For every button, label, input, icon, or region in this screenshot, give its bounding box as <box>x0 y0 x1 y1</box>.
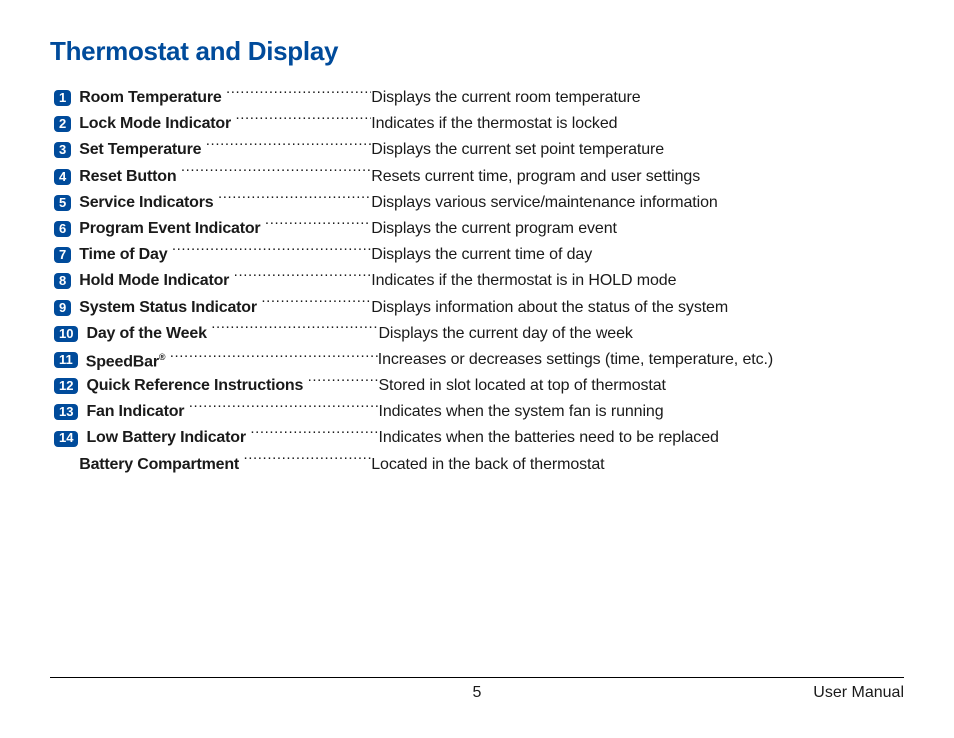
label-leader-wrap: Reset Button <box>79 164 371 190</box>
callout-badge: 2 <box>54 116 71 132</box>
feature-label: Hold Mode Indicator <box>79 268 229 294</box>
label-leader-wrap: SpeedBar® <box>86 344 378 376</box>
feature-description: Resets current time, program and user se… <box>371 164 700 190</box>
doc-title: User Manual <box>622 684 904 702</box>
dot-leader <box>181 166 371 181</box>
label-leader-wrap: Time of Day <box>79 242 371 268</box>
label-leader-wrap: Service Indicators <box>79 190 371 216</box>
label-leader-wrap: System Status Indicator <box>79 295 371 321</box>
feature-row: 2 Lock Mode Indicator Indicates if the th… <box>54 111 904 137</box>
feature-row: 4 Reset Button Resets current time, progr… <box>54 164 904 190</box>
feature-description: Displays the current room temperature <box>371 85 640 111</box>
feature-row: 1 Room Temperature Displays the current r… <box>54 85 904 111</box>
feature-label: Battery Compartment <box>79 452 239 478</box>
feature-description: Displays the current day of the week <box>378 321 632 347</box>
feature-row: 13 Fan Indicator Indicates when the syste… <box>54 399 904 425</box>
feature-label: Quick Reference Instructions <box>86 373 303 399</box>
dot-leader <box>206 139 371 154</box>
label-leader-wrap: Hold Mode Indicator <box>79 268 371 294</box>
feature-label: Time of Day <box>79 242 167 268</box>
feature-list: 1 Room Temperature Displays the current r… <box>54 85 904 478</box>
feature-row: 8 Hold Mode Indicator Indicates if the th… <box>54 268 904 294</box>
feature-row: 3 Set Temperature Displays the current se… <box>54 137 904 163</box>
label-leader-wrap: Room Temperature <box>79 85 371 111</box>
label-leader-wrap: Lock Mode Indicator <box>79 111 371 137</box>
section-title: Thermostat and Display <box>50 36 904 67</box>
feature-description: Displays the current time of day <box>371 242 592 268</box>
callout-badge: 3 <box>54 142 71 158</box>
dot-leader <box>235 113 371 128</box>
dot-leader <box>189 401 379 416</box>
feature-description: Increases or decreases settings (time, t… <box>378 347 773 373</box>
feature-description: Stored in slot located at top of thermos… <box>378 373 665 399</box>
feature-description: Indicates when the batteries need to be … <box>378 425 718 451</box>
feature-label: Lock Mode Indicator <box>79 111 231 137</box>
feature-row: 6 Program Event Indicator Displays the cu… <box>54 216 904 242</box>
feature-description: Displays the current program event <box>371 216 617 242</box>
feature-row: 0Battery Compartment Located in the back… <box>54 452 904 478</box>
feature-label: Low Battery Indicator <box>86 425 245 451</box>
feature-label: Fan Indicator <box>86 399 184 425</box>
footer-rule <box>50 677 904 678</box>
feature-row: 7 Time of Day Displays the current time o… <box>54 242 904 268</box>
feature-label: Day of the Week <box>86 321 206 347</box>
dot-leader <box>226 87 371 102</box>
feature-row: 11 SpeedBar® Increases or decreases setti… <box>54 347 904 373</box>
label-leader-wrap: Quick Reference Instructions <box>86 373 378 399</box>
feature-row: 12 Quick Reference Instructions Stored in… <box>54 373 904 399</box>
label-leader-wrap: Battery Compartment <box>79 452 371 478</box>
dot-leader <box>308 375 379 390</box>
dot-leader <box>211 323 378 338</box>
feature-label: Service Indicators <box>79 190 213 216</box>
callout-badge: 1 <box>54 90 71 106</box>
dot-leader <box>243 454 371 469</box>
feature-description: Indicates if the thermostat is locked <box>371 111 617 137</box>
feature-description: Displays the current set point temperatu… <box>371 137 664 163</box>
feature-label: Room Temperature <box>79 85 221 111</box>
label-leader-wrap: Low Battery Indicator <box>86 425 378 451</box>
callout-badge: 12 <box>54 378 78 394</box>
dot-leader <box>261 297 371 312</box>
page-number: 5 <box>336 684 618 702</box>
callout-badge: 14 <box>54 431 78 447</box>
page-footer: 5 User Manual <box>50 677 904 702</box>
feature-row: 9 System Status Indicator Displays inform… <box>54 295 904 321</box>
feature-row: 10 Day of the Week Displays the current d… <box>54 321 904 347</box>
feature-description: Indicates when the system fan is running <box>378 399 663 425</box>
dot-leader <box>265 218 371 233</box>
feature-description: Displays various service/maintenance inf… <box>371 190 717 216</box>
dot-leader <box>172 244 371 259</box>
dot-leader <box>234 270 372 285</box>
callout-badge: 10 <box>54 326 78 342</box>
callout-badge: 5 <box>54 195 71 211</box>
feature-row: 5 Service Indicators Displays various ser… <box>54 190 904 216</box>
callout-badge: 9 <box>54 300 71 316</box>
feature-row: 14 Low Battery Indicator Indicates when t… <box>54 425 904 451</box>
feature-label: System Status Indicator <box>79 295 257 321</box>
feature-label: Set Temperature <box>79 137 201 163</box>
callout-badge: 13 <box>54 404 78 420</box>
footer-left <box>50 684 332 702</box>
callout-badge: 6 <box>54 221 71 237</box>
callout-badge: 8 <box>54 273 71 289</box>
callout-badge: 4 <box>54 169 71 185</box>
feature-label: Reset Button <box>79 164 176 190</box>
feature-description: Displays information about the status of… <box>371 295 728 321</box>
dot-leader <box>170 352 378 367</box>
dot-leader <box>218 192 371 207</box>
document-page: Thermostat and Display 1 Room Temperature… <box>0 0 954 478</box>
feature-description: Indicates if the thermostat is in HOLD m… <box>371 268 676 294</box>
label-leader-wrap: Fan Indicator <box>86 399 378 425</box>
callout-badge: 7 <box>54 247 71 263</box>
feature-label: Program Event Indicator <box>79 216 260 242</box>
dot-leader <box>250 427 378 442</box>
label-leader-wrap: Day of the Week <box>86 321 378 347</box>
label-leader-wrap: Set Temperature <box>79 137 371 163</box>
feature-label: SpeedBar® <box>86 344 166 376</box>
feature-description: Located in the back of thermostat <box>371 452 604 478</box>
label-leader-wrap: Program Event Indicator <box>79 216 371 242</box>
callout-badge: 11 <box>54 352 78 368</box>
